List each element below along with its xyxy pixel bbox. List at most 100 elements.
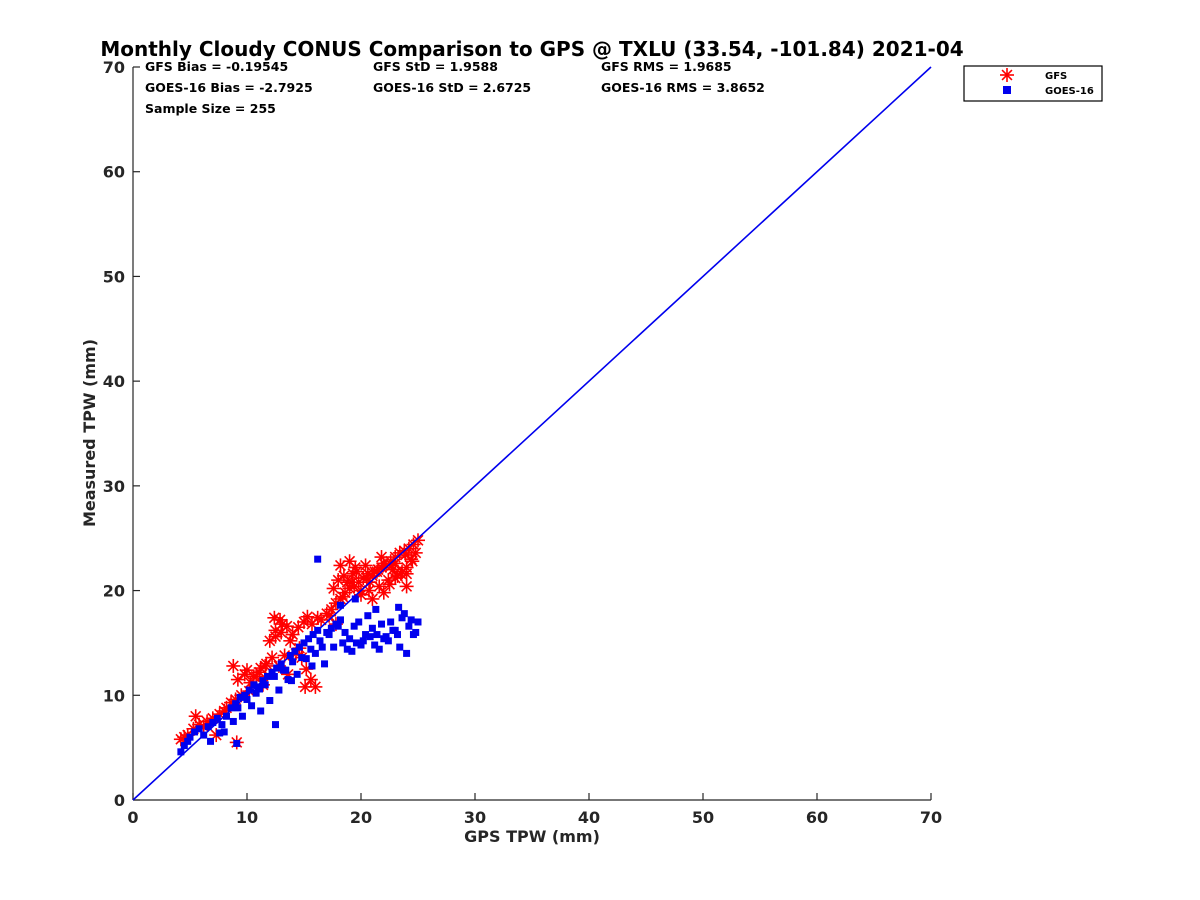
legend-gfs-marker (1000, 68, 1014, 82)
goes16-point (204, 723, 212, 731)
asterisk-stroke (372, 564, 384, 576)
goes16-point (372, 605, 380, 613)
goes16-point (256, 685, 264, 693)
goes16-point (339, 639, 347, 647)
goes16-point (266, 697, 274, 705)
goes16-point (250, 681, 258, 689)
gfs-point (275, 617, 290, 632)
goes16-point (207, 737, 215, 745)
goes16-point (375, 645, 383, 653)
x-tick-label: 70 (920, 808, 942, 827)
goes16-bias-text: GOES-16 Bias = -2.7925 (145, 80, 313, 95)
goes16-point (245, 686, 253, 694)
gfs-point (303, 672, 318, 687)
asterisk-stroke (360, 559, 372, 571)
goes16-point (389, 626, 397, 634)
gfs-point (365, 591, 380, 606)
gfs-point (333, 558, 348, 573)
goes16-point (380, 635, 388, 643)
goes16-point (248, 702, 256, 710)
goes16-point (405, 622, 413, 630)
asterisk-stroke (386, 559, 398, 571)
gfs-point (230, 672, 245, 687)
goes16-point (371, 641, 379, 649)
goes16-point (351, 595, 359, 603)
asterisk-stroke (389, 572, 401, 584)
asterisk-stroke (382, 574, 394, 586)
y-tick-label: 10 (103, 686, 125, 705)
goes16-point (279, 666, 287, 674)
goes16-point (348, 647, 356, 655)
goes16-point (321, 660, 329, 668)
goes16-point (396, 643, 404, 651)
gfs-point (265, 650, 280, 665)
goes16-point (357, 641, 365, 649)
goes16-point (195, 725, 203, 733)
asterisk-stroke (337, 591, 349, 603)
asterisk-stroke (287, 629, 299, 641)
x-tick-label: 20 (350, 808, 372, 827)
asterisk-stroke (341, 576, 353, 588)
gfs-point (388, 571, 403, 586)
x-tick-label: 50 (692, 808, 714, 827)
gfs-point (346, 566, 361, 581)
gfs-point (326, 581, 341, 596)
gfs-point (348, 560, 363, 575)
goes16-point (368, 624, 376, 632)
goes16-point (186, 733, 194, 741)
gfs-point (411, 533, 425, 548)
sample-size-text: Sample Size = 255 (145, 101, 276, 116)
asterisk-stroke (412, 534, 424, 546)
goes16-point (272, 721, 279, 729)
asterisk-stroke (328, 582, 340, 594)
legend-goes16-label: GOES-16 (1045, 86, 1094, 97)
asterisk-stroke (284, 635, 296, 647)
asterisk-stroke (401, 580, 413, 592)
gfs-point (361, 583, 376, 598)
asterisk-stroke (406, 555, 418, 567)
goes16-rms-text: GOES-16 RMS = 3.8652 (601, 80, 765, 95)
goes16-point (346, 635, 354, 643)
asterisk-stroke (399, 549, 411, 561)
gfs-bias-text: GFS Bias = -0.19545 (145, 59, 288, 74)
gfs-rms-text: GFS RMS = 1.9685 (601, 59, 732, 74)
goes16-point (359, 637, 367, 645)
y-tick-label: 40 (103, 372, 125, 391)
asterisk-stroke (325, 603, 337, 615)
goes16-point (308, 662, 316, 670)
goes16-point (407, 616, 415, 624)
legend-gfs-label: GFS (1045, 71, 1067, 82)
goes16-point (229, 717, 237, 725)
goes16-point (352, 639, 360, 647)
goes16-point (318, 643, 326, 651)
goes16-point (400, 610, 408, 618)
asterisk-stroke (281, 620, 293, 632)
y-tick-label: 60 (103, 163, 125, 182)
asterisk-stroke (362, 568, 374, 580)
goes16-point (393, 631, 401, 639)
gfs-point (374, 550, 389, 565)
asterisk-stroke (264, 635, 276, 647)
goes16-point (311, 649, 319, 657)
goes16-point (270, 672, 278, 680)
asterisk-stroke (299, 681, 311, 693)
gfs-point (359, 571, 374, 586)
goes16-point (327, 624, 335, 632)
y-tick-label: 50 (103, 267, 125, 286)
goes16-point (227, 704, 235, 712)
gfs-point (376, 585, 391, 600)
goes16-point (403, 649, 411, 657)
asterisk-stroke (373, 580, 385, 592)
goes16-point (364, 612, 372, 620)
gfs-point (308, 679, 323, 694)
asterisk-stroke (344, 555, 356, 567)
goes16-point (191, 728, 199, 736)
x-axis-ticks: 0 10 20 30 40 50 60 70 (127, 793, 942, 827)
gfs-point (399, 579, 414, 594)
asterisk-stroke (274, 614, 286, 626)
legend: GFS GOES-16 (963, 65, 1103, 102)
gfs-point (336, 568, 351, 583)
goes16-point (252, 689, 260, 697)
asterisk-stroke (376, 551, 388, 563)
